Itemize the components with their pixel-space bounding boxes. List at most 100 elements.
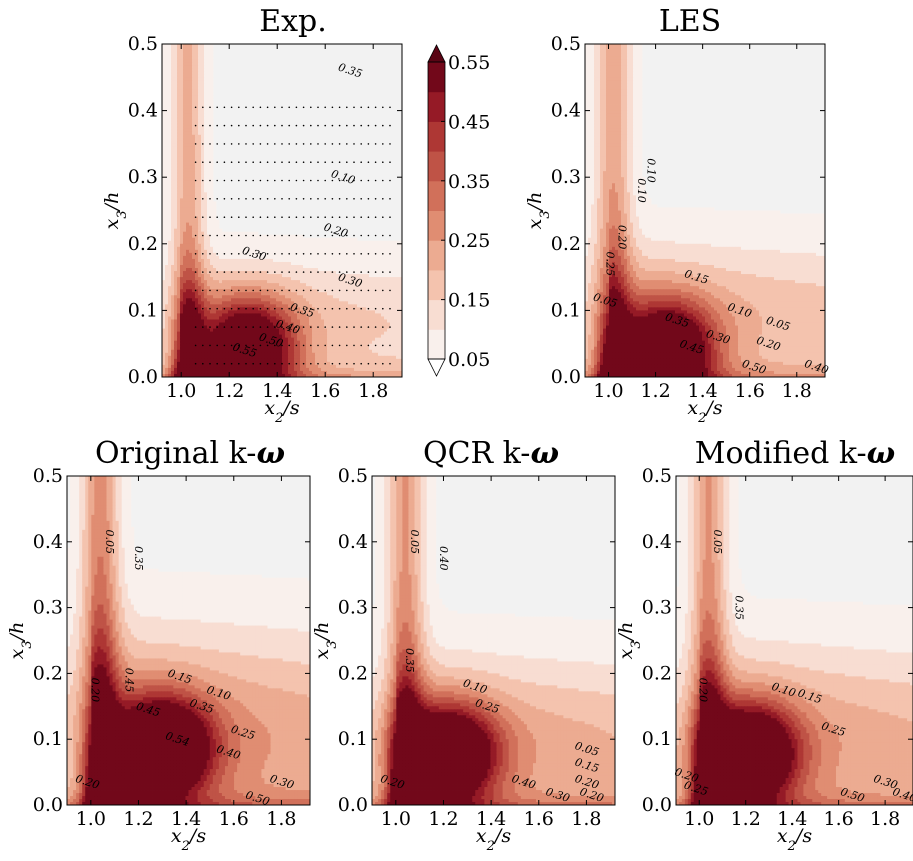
contour-cell <box>195 47 199 51</box>
contour-cell <box>222 292 226 296</box>
contour-cell <box>243 286 247 290</box>
contour-cell <box>195 140 199 145</box>
contour-cell <box>351 313 355 317</box>
contour-cell <box>171 346 175 351</box>
contour-cell <box>255 264 259 269</box>
contour-cell <box>312 283 316 287</box>
measurement-point <box>209 344 211 347</box>
contour-cell <box>189 304 193 308</box>
contour-cell <box>228 352 232 357</box>
contour-cell <box>333 349 337 354</box>
contour-cell <box>180 50 184 54</box>
contour-cell <box>288 280 292 284</box>
contour-cell <box>285 274 289 278</box>
contour-cell <box>189 328 193 332</box>
contour-cell <box>186 134 190 139</box>
contour-cell <box>216 328 220 332</box>
contour-cell <box>384 295 388 299</box>
contour-cell <box>195 134 199 139</box>
contour-cell <box>360 301 364 305</box>
contour-cell <box>207 192 211 196</box>
contour-cell <box>213 304 217 308</box>
contour-cell <box>219 237 223 242</box>
contour-cell <box>348 337 352 342</box>
contour-cell <box>387 313 391 317</box>
contour-cell <box>222 261 226 266</box>
contour-cell <box>246 310 250 314</box>
contour-cell <box>183 168 187 172</box>
contour-cell <box>285 346 289 351</box>
contour-cell <box>279 331 283 336</box>
measurement-point <box>266 307 269 310</box>
contour-cell <box>366 328 370 332</box>
contour-cell <box>264 373 268 377</box>
contour-cell <box>216 367 220 372</box>
contour-cell <box>192 162 196 166</box>
contour-cell <box>312 364 316 369</box>
contour-cell <box>351 289 355 293</box>
contour-cell <box>192 189 196 193</box>
contour-cell <box>249 364 253 369</box>
contour-cell <box>222 352 226 357</box>
contour-cell <box>162 71 166 75</box>
contour-cell <box>285 280 289 284</box>
contour-cell <box>378 325 382 329</box>
contour-cell <box>174 201 178 205</box>
contour-cell <box>396 331 400 336</box>
contour-cell <box>378 277 382 281</box>
contour-cell <box>249 258 253 263</box>
contour-cell <box>258 237 262 242</box>
contour-cell <box>273 364 277 369</box>
contour-cell <box>363 255 367 260</box>
contour-cell <box>282 361 286 366</box>
contour-cell <box>171 243 175 248</box>
contour-cell <box>261 373 265 377</box>
contour-cell <box>174 295 178 299</box>
contour-cell <box>303 255 307 260</box>
contour-cell <box>168 295 172 299</box>
contour-cell <box>162 204 166 208</box>
contour-cell <box>174 319 178 323</box>
contour-cell <box>228 274 232 278</box>
contour-cell <box>189 340 193 345</box>
contour-cell <box>279 271 283 275</box>
contour-cell <box>198 107 202 111</box>
contour-cell <box>357 367 361 372</box>
measurement-point <box>389 344 391 347</box>
contour-cell <box>375 322 379 326</box>
contour-cell <box>240 313 244 317</box>
contour-cell <box>288 268 292 272</box>
contour-cell <box>174 59 178 63</box>
contour-cell <box>186 168 190 172</box>
contour-cell <box>189 174 193 178</box>
contour-cell <box>207 53 211 57</box>
contour-cell <box>282 234 286 239</box>
contour-cell <box>297 304 301 308</box>
measurement-point <box>353 344 355 347</box>
contour-cell <box>171 101 175 105</box>
contour-cell <box>240 310 244 314</box>
contour-cell <box>237 358 241 363</box>
contour-cell <box>183 92 187 96</box>
contour-cell <box>345 252 349 257</box>
contour-cell <box>327 337 331 342</box>
contour-cell <box>330 352 334 357</box>
contour-cell <box>273 283 277 287</box>
contour-cell <box>309 246 313 251</box>
measurement-point <box>338 362 341 365</box>
contour-cell <box>264 255 268 260</box>
contour-cell <box>207 165 211 169</box>
contour-cell <box>333 289 337 293</box>
contour-cell <box>312 340 316 345</box>
contour-cell <box>198 189 202 193</box>
contour-cell <box>189 246 193 251</box>
contour-cell <box>171 370 175 375</box>
contour-cell <box>255 319 259 323</box>
contour-cell <box>399 313 402 317</box>
contour-cell <box>171 125 175 130</box>
measurement-point <box>360 307 363 310</box>
contour-cell <box>219 355 223 360</box>
contour-cell <box>234 234 238 239</box>
contour-cell <box>255 304 259 308</box>
contour-cell <box>390 307 394 311</box>
